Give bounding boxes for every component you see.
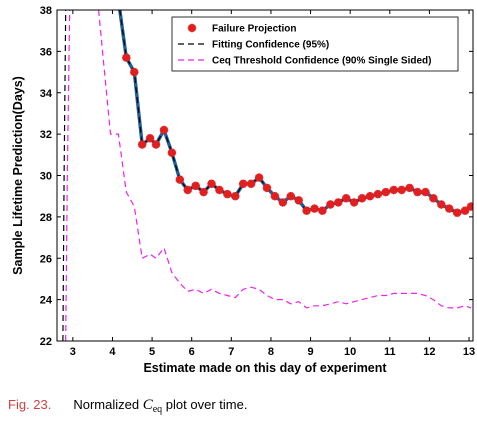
plot-area — [62, 10, 473, 341]
legend: Failure Projection Fitting Confidence (95… — [171, 16, 459, 72]
series-fitting-confidence-left-branch — [62, 10, 67, 341]
failure-projection-marker — [397, 185, 406, 195]
failure-projection-marker — [342, 194, 351, 203]
failure-projection-marker — [122, 53, 131, 62]
x-tick-label: 13 — [463, 346, 475, 358]
failure-projection-marker — [437, 200, 446, 209]
y-tick-label: 28 — [40, 212, 52, 224]
failure-projection-marker — [373, 189, 383, 199]
failure-projection-marker — [167, 148, 177, 157]
series-group — [62, 10, 473, 341]
y-tick-label: 30 — [40, 171, 52, 183]
legend-entry-label: Ceq Threshold Confidence (90% Single Sid… — [212, 56, 431, 67]
failure-projection-marker — [278, 198, 287, 207]
y-tick-label: 26 — [40, 253, 52, 265]
failure-projection-marker — [151, 140, 161, 149]
legend-marker-failure-projection — [187, 23, 197, 33]
failure-projection-marker — [223, 189, 232, 199]
x-axis-title: Estimate made on this day of experiment — [143, 361, 387, 375]
failure-projection-marker — [183, 185, 192, 195]
failure-projection-marker — [310, 204, 319, 213]
failure-projection-marker — [262, 183, 272, 193]
x-tick-label: 9 — [307, 346, 313, 358]
failure-projection-marker — [246, 179, 256, 188]
failure-projection-marker — [381, 187, 390, 197]
failure-projection-marker — [466, 202, 473, 211]
figure-label: Fig. 23. — [8, 397, 52, 412]
failure-projection-marker — [334, 198, 343, 207]
y-tick-label: 38 — [40, 5, 52, 17]
failure-projection-marker — [159, 125, 169, 135]
failure-projection-marker — [326, 200, 335, 209]
x-tick-label: 12 — [423, 346, 435, 358]
failure-projection-marker — [199, 187, 208, 197]
caption-subscript: eq — [152, 404, 163, 415]
axes: 3 4 5 6 7 8 9 10 11 12 13222426283032343638Estimat… — [11, 5, 475, 375]
failure-projection-marker — [294, 196, 303, 205]
legend-entry-label: Fitting Confidence (95%) — [212, 40, 329, 51]
failure-projection-marker — [389, 185, 398, 195]
failure-projection-marker — [254, 173, 264, 182]
failure-projection-marker — [421, 187, 430, 197]
caption-symbol: C — [142, 397, 153, 413]
failure-projection-marker — [207, 179, 216, 188]
failure-projection-marker — [231, 192, 240, 201]
failure-projection-marker — [286, 192, 295, 201]
failure-projection-marker — [429, 194, 438, 203]
x-tick-label: 10 — [344, 346, 356, 358]
failure-projection-marker — [130, 67, 139, 77]
y-axis-title: Sample Lifetime Prediction(Days) — [11, 76, 25, 275]
series-ceq-threshold-left-branch — [65, 10, 71, 341]
y-tick-label: 22 — [40, 336, 52, 348]
figure-caption: Fig. 23. Normalized Ceq plot over time. — [8, 397, 247, 415]
x-tick-label: 8 — [268, 346, 274, 358]
y-tick-label: 32 — [40, 129, 52, 141]
failure-projection-marker — [460, 206, 470, 215]
x-tick-label: 4 — [109, 346, 116, 358]
failure-projection-marker — [138, 140, 147, 149]
y-tick-label: 24 — [40, 295, 53, 307]
failure-projection-marker — [365, 192, 375, 201]
failure-projection-marker — [215, 185, 224, 195]
failure-projection-marker — [145, 134, 155, 143]
failure-projection-marker — [239, 179, 248, 188]
failure-projection-marker — [302, 206, 311, 215]
failure-projection-marker — [405, 183, 414, 193]
x-tick-label: 3 — [70, 346, 76, 358]
x-tick-label: 6 — [189, 346, 195, 358]
caption-text-before: Normalized — [73, 397, 143, 412]
x-tick-label: 5 — [149, 346, 155, 358]
failure-projection-marker — [175, 175, 184, 184]
failure-projection-marker — [413, 187, 422, 197]
series-fitting-confidence-line — [119, 10, 472, 214]
y-tick-label: 36 — [40, 46, 52, 58]
x-tick-label: 7 — [228, 346, 234, 358]
chart: 3 4 5 6 7 8 9 10 11 12 13222426283032343638Estimat… — [11, 5, 475, 375]
failure-projection-marker — [349, 198, 359, 207]
x-tick-label: 11 — [384, 346, 396, 358]
series-ceq-threshold-line — [98, 10, 472, 309]
failure-projection-marker — [357, 194, 367, 203]
failure-projection-marker — [318, 206, 327, 215]
y-tick-label: 34 — [40, 88, 53, 100]
legend-box — [171, 16, 459, 72]
legend-entry-label: Failure Projection — [212, 24, 296, 35]
failure-projection-marker — [445, 204, 454, 213]
failure-projection-marker — [453, 208, 462, 217]
failure-projection-marker — [270, 192, 280, 201]
failure-projection-marker — [191, 181, 200, 190]
caption-text-after: plot over time. — [162, 397, 248, 412]
